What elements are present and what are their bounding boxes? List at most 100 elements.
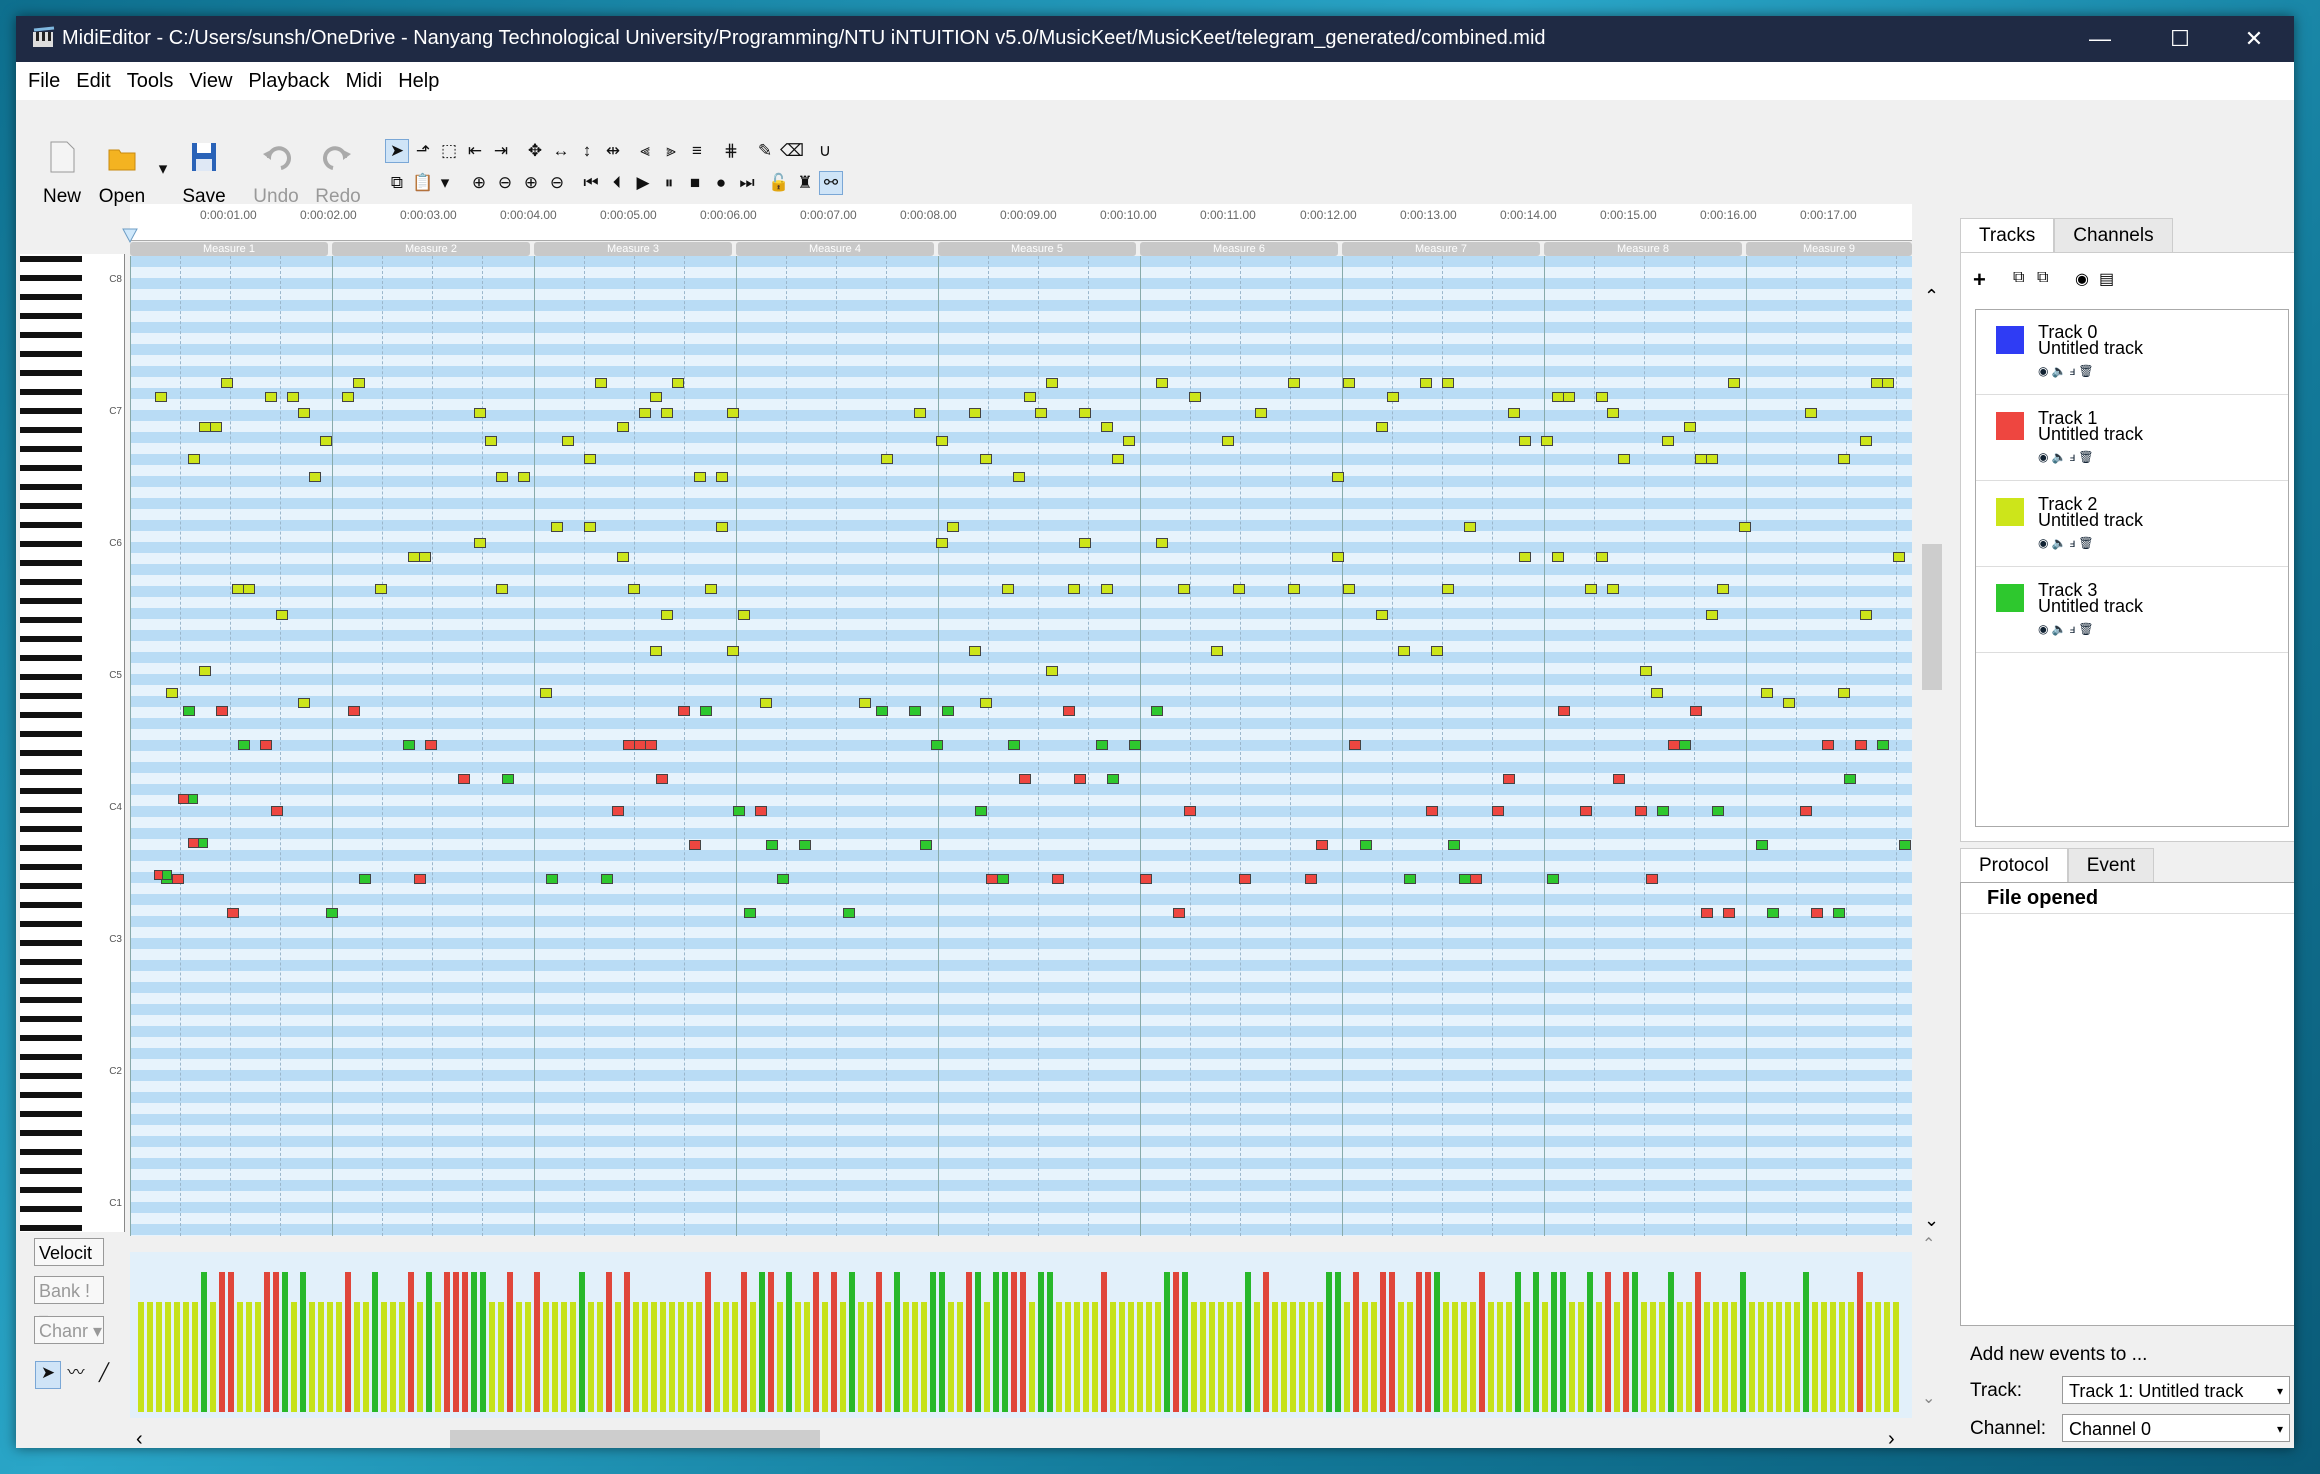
tab-protocol[interactable]: Protocol xyxy=(1960,848,2068,883)
misc-mode-velocity-select[interactable]: Velocit ▾ xyxy=(34,1238,104,1291)
velocity-bar[interactable] xyxy=(1731,1302,1737,1412)
velocity-bar[interactable] xyxy=(1533,1272,1539,1412)
velocity-bar[interactable] xyxy=(606,1272,612,1412)
piano-black-key[interactable] xyxy=(20,617,82,623)
velocity-bar[interactable] xyxy=(1344,1302,1350,1412)
velocity-bar[interactable] xyxy=(660,1302,666,1412)
midi-note[interactable] xyxy=(1068,584,1080,594)
midi-note[interactable] xyxy=(1585,584,1597,594)
horizontal-scroll-thumb[interactable] xyxy=(450,1430,820,1448)
show-all-tracks-icon[interactable]: ◉ xyxy=(2075,271,2089,288)
velocity-bar[interactable] xyxy=(1677,1302,1683,1412)
piano-black-key[interactable] xyxy=(20,579,82,585)
velocity-lane[interactable] xyxy=(130,1252,1912,1418)
velocity-bar[interactable] xyxy=(1542,1302,1548,1412)
midi-note[interactable] xyxy=(1404,874,1416,884)
midi-note[interactable] xyxy=(1101,584,1113,594)
midi-note[interactable] xyxy=(920,840,932,850)
midi-note[interactable] xyxy=(502,774,514,784)
midi-note[interactable] xyxy=(188,454,200,464)
velocity-bar[interactable] xyxy=(498,1302,504,1412)
piano-black-key[interactable] xyxy=(20,484,82,490)
move-vertical-icon[interactable]: ↕ xyxy=(582,141,592,160)
piano-black-key[interactable] xyxy=(20,769,82,775)
velocity-bar[interactable] xyxy=(1803,1272,1809,1412)
velocity-bar[interactable] xyxy=(516,1302,522,1412)
piano-black-key[interactable] xyxy=(20,351,82,357)
velocity-bar[interactable] xyxy=(1722,1302,1728,1412)
midi-note[interactable] xyxy=(1156,378,1168,388)
midi-note[interactable] xyxy=(727,646,739,656)
velocity-bar[interactable] xyxy=(732,1302,738,1412)
velocity-bar[interactable] xyxy=(867,1302,873,1412)
track-item[interactable]: Track 3 Untitled track ◉🔈ⅎ🗑 xyxy=(1976,568,2288,653)
zoom-out-horizontal-icon[interactable]: ⊖ xyxy=(549,173,565,192)
midi-note[interactable] xyxy=(1063,706,1075,716)
piano-black-key[interactable] xyxy=(20,1225,82,1231)
midi-note[interactable] xyxy=(1563,392,1575,402)
midi-note[interactable] xyxy=(584,522,596,532)
velocity-bar[interactable] xyxy=(1857,1272,1863,1412)
midi-note[interactable] xyxy=(617,552,629,562)
piano-keyboard[interactable]: C8 C7 C6 C5 C4 C3 C2 C1 xyxy=(20,254,125,1232)
time-ruler[interactable]: 0:00:01.00 0:00:02.00 0:00:03.00 0:00:04.00… xyxy=(130,204,1912,241)
midi-note[interactable] xyxy=(375,584,387,594)
velocity-bar[interactable] xyxy=(1506,1302,1512,1412)
velocity-bar[interactable] xyxy=(1281,1302,1287,1412)
velocity-bar[interactable] xyxy=(1308,1302,1314,1412)
misc-bank-select[interactable]: Bank ! ▾ xyxy=(34,1276,104,1329)
midi-note[interactable] xyxy=(694,472,706,482)
close-button[interactable]: ✕ xyxy=(2244,26,2264,51)
velocity-bar[interactable] xyxy=(1056,1302,1062,1412)
pencil-icon[interactable]: ✎ xyxy=(757,141,773,160)
piano-black-key[interactable] xyxy=(20,1168,82,1174)
skip-end-icon[interactable]: ⏭ xyxy=(739,173,755,192)
midi-note[interactable] xyxy=(419,552,431,562)
velocity-bar[interactable] xyxy=(1326,1272,1332,1412)
piano-black-key[interactable] xyxy=(20,712,82,718)
scroll-left-icon[interactable]: ‹ xyxy=(136,1428,143,1448)
velocity-bar[interactable] xyxy=(1200,1302,1206,1412)
velocity-bar[interactable] xyxy=(1704,1302,1710,1412)
velocity-bar[interactable] xyxy=(1866,1302,1872,1412)
equalize-icon[interactable]: ≡ xyxy=(692,141,702,160)
midi-note[interactable] xyxy=(1074,774,1086,784)
velocity-bar[interactable] xyxy=(525,1302,531,1412)
velocity-bar[interactable] xyxy=(1335,1272,1341,1412)
midi-note[interactable] xyxy=(1376,422,1388,432)
midi-note[interactable] xyxy=(1860,436,1872,446)
midi-note[interactable] xyxy=(1646,874,1658,884)
midi-note[interactable] xyxy=(326,908,338,918)
midi-note[interactable] xyxy=(458,774,470,784)
velocity-bar[interactable] xyxy=(282,1272,288,1412)
piano-black-key[interactable] xyxy=(20,598,82,604)
midi-note[interactable] xyxy=(656,774,668,784)
midi-note[interactable] xyxy=(474,408,486,418)
midi-note[interactable] xyxy=(1728,378,1740,388)
midi-note[interactable] xyxy=(1222,436,1234,446)
velocity-bar[interactable] xyxy=(1659,1302,1665,1412)
quantize-icon[interactable]: ⋕ xyxy=(723,141,739,160)
midi-note[interactable] xyxy=(931,740,943,750)
midi-note[interactable] xyxy=(1811,908,1823,918)
velocity-bar[interactable] xyxy=(1578,1302,1584,1412)
velocity-bar[interactable] xyxy=(1029,1302,1035,1412)
midi-note[interactable] xyxy=(1013,472,1025,482)
velocity-bar[interactable] xyxy=(1749,1302,1755,1412)
zoom-out-vertical-icon[interactable]: ⊖ xyxy=(497,173,513,192)
velocity-bar[interactable] xyxy=(1020,1272,1026,1412)
velocity-bar[interactable] xyxy=(1227,1302,1233,1412)
midi-note[interactable] xyxy=(1123,436,1135,446)
metronome-icon[interactable]: ♜ xyxy=(797,173,813,192)
paste-dropdown-icon[interactable]: ▾ xyxy=(440,173,450,192)
velocity-bar[interactable] xyxy=(1263,1272,1269,1412)
midi-note[interactable] xyxy=(1349,740,1361,750)
velocity-bar[interactable] xyxy=(957,1302,963,1412)
midi-note[interactable] xyxy=(1316,840,1328,850)
piano-black-key[interactable] xyxy=(20,655,82,661)
velocity-bar[interactable] xyxy=(1137,1302,1143,1412)
midi-note[interactable] xyxy=(859,698,871,708)
velocity-bar[interactable] xyxy=(219,1272,225,1412)
velocity-bar[interactable] xyxy=(1767,1302,1773,1412)
midi-note[interactable] xyxy=(1398,646,1410,656)
